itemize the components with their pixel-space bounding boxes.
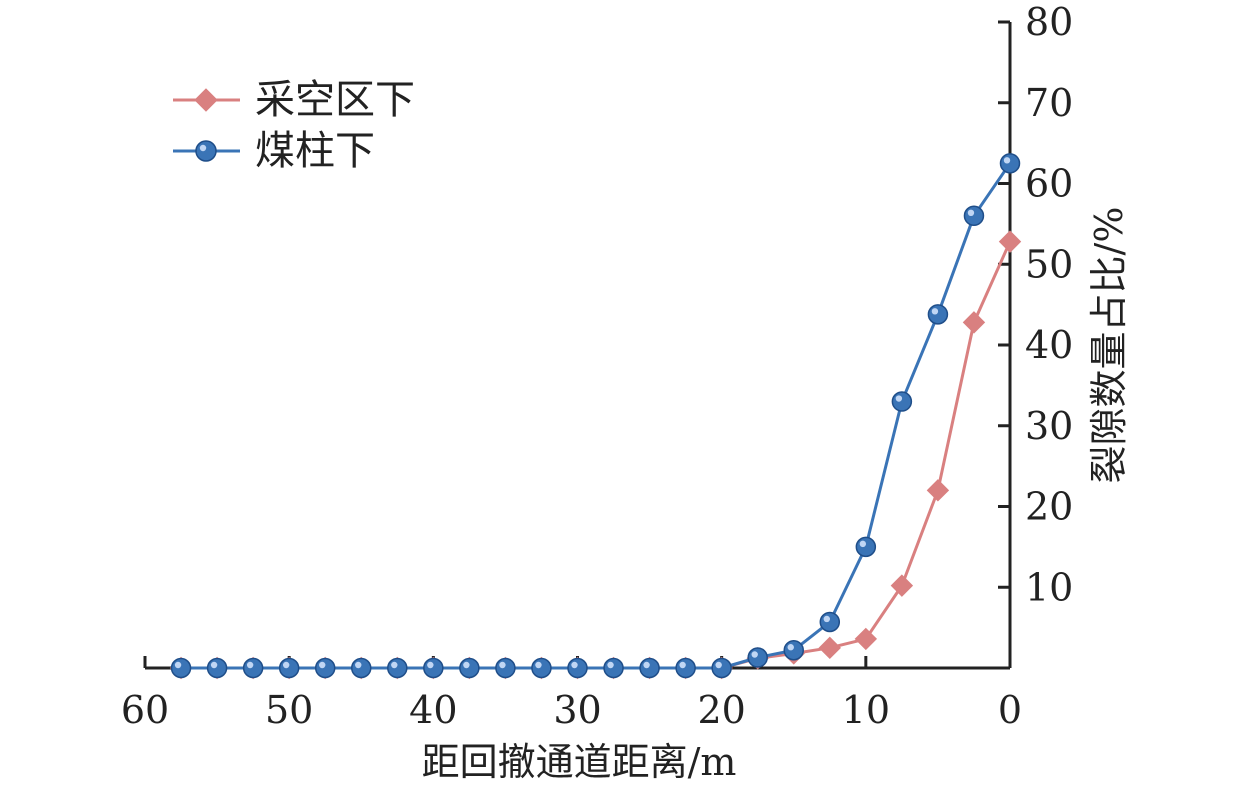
y-tick-label: 10 [1025, 565, 1073, 609]
x-tick-label: 40 [409, 688, 457, 732]
x-tick-label: 0 [998, 688, 1022, 732]
diamond-data-point [998, 230, 1022, 253]
x-tick-label: 30 [553, 688, 601, 732]
circle-data-point [206, 657, 228, 679]
y-tick-label: 30 [1025, 404, 1073, 448]
diamond-data-point [890, 574, 914, 597]
x-ticks: 60 50 40 30 20 10 0 [121, 656, 1022, 732]
circle-data-point [459, 657, 480, 679]
circle-data-point [639, 657, 660, 679]
y-axis-title: 裂隙数量占比/% [1087, 207, 1131, 484]
circle-data-point [567, 657, 588, 679]
x-tick-label: 60 [121, 688, 169, 732]
y-tick-label: 20 [1025, 485, 1073, 529]
circle-data-point [495, 657, 516, 679]
legend-label-goaf: 采空区下 [255, 77, 415, 123]
circle-data-point [963, 205, 985, 227]
circle-data-point [531, 657, 552, 679]
circle-data-point [819, 611, 841, 633]
y-tick-label: 60 [1025, 162, 1073, 206]
diamond-data-point [818, 636, 841, 660]
circle-data-point [351, 657, 372, 679]
circle-data-point [711, 657, 732, 679]
diamond-data-point [854, 627, 878, 651]
x-tick-label: 20 [697, 688, 745, 732]
circle-data-point [855, 536, 877, 558]
circle-data-point [927, 304, 949, 325]
series-goaf [169, 230, 1022, 680]
circle-data-point [891, 391, 913, 412]
x-axis-title: 距回撤通道距离/m [422, 740, 737, 784]
series-line-goaf [179, 240, 1012, 670]
circle-data-point [314, 657, 336, 679]
diamond-data-point [962, 311, 986, 334]
series-pillar [170, 153, 1021, 679]
y-ticks: 10 20 30 40 50 60 70 80 [998, 0, 1073, 609]
circle-data-point [387, 657, 408, 679]
circle-data-point [675, 657, 696, 679]
legend-item-goaf: 采空区下 [173, 77, 415, 123]
circle-data-point [170, 657, 192, 679]
series-layer [169, 153, 1022, 680]
y-tick-label: 50 [1025, 242, 1073, 286]
circle-data-point [999, 153, 1021, 174]
circle-data-point [747, 647, 768, 668]
legend-item-pillar: 煤柱下 [173, 128, 375, 174]
circle-data-point [603, 657, 624, 679]
y-tick-label: 80 [1025, 0, 1073, 44]
diamond-data-point [926, 479, 950, 502]
diamond-marker-icon [194, 88, 218, 112]
legend: 采空区下 煤柱下 [173, 77, 415, 174]
circle-marker-icon [195, 140, 217, 162]
x-tick-label: 50 [265, 688, 313, 732]
circle-data-point [423, 657, 444, 679]
legend-label-pillar: 煤柱下 [255, 128, 375, 174]
x-tick-label: 10 [842, 688, 890, 732]
y-tick-label: 40 [1025, 323, 1073, 367]
y-tick-label: 70 [1025, 81, 1073, 125]
legend-marker-highlight [199, 144, 207, 152]
series-line-pillar [179, 161, 1012, 670]
circle-data-point [278, 657, 300, 679]
circle-data-point [783, 639, 804, 661]
circle-data-point [242, 657, 264, 679]
